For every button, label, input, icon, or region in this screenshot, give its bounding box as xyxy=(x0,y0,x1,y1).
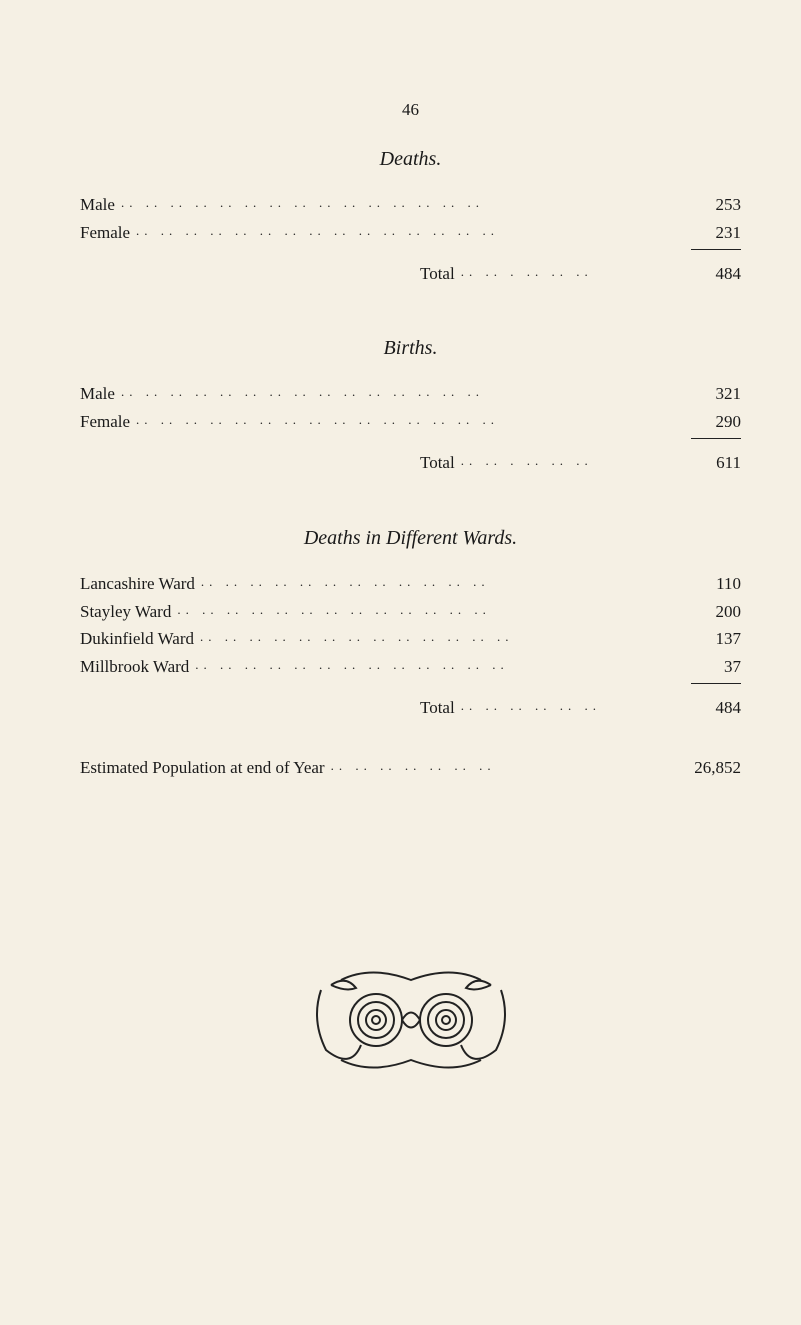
row-value: 200 xyxy=(681,600,741,624)
wards-row-stayley: Stayley Ward .. .. .. .. .. .. .. .. .. … xyxy=(80,600,741,624)
deaths-row-female: Female .. .. .. .. .. .. .. .. .. .. .. … xyxy=(80,221,741,245)
estimated-population-row: Estimated Population at end of Year .. .… xyxy=(80,756,741,780)
wards-total-row: Total .. .. .. .. .. .. 484 xyxy=(80,696,741,720)
total-value: 484 xyxy=(681,696,741,720)
total-value: 484 xyxy=(681,262,741,286)
leader-dots: .. .. .. .. .. .. .. .. .. .. .. .. .. xyxy=(177,601,675,619)
wards-row-dukinfield: Dukinfield Ward .. .. .. .. .. .. .. .. … xyxy=(80,627,741,651)
row-value: 110 xyxy=(681,572,741,596)
row-value: 290 xyxy=(681,410,741,434)
row-value: 37 xyxy=(681,655,741,679)
row-label: Dukinfield Ward xyxy=(80,627,194,651)
deaths-total-row: Total .. .. . .. .. .. 484 xyxy=(80,262,741,286)
leader-dots: .. .. .. .. .. .. .. .. .. .. .. .. .. xyxy=(195,656,675,674)
births-row-female: Female .. .. .. .. .. .. .. .. .. .. .. … xyxy=(80,410,741,434)
total-label: Total xyxy=(420,451,455,475)
row-label: Lancashire Ward xyxy=(80,572,195,596)
births-total-row: Total .. .. . .. .. .. 611 xyxy=(80,451,741,475)
row-value: 26,852 xyxy=(681,756,741,780)
row-label: Female xyxy=(80,410,130,434)
leader-dots: .. .. .. .. .. .. .. xyxy=(331,757,675,775)
row-label: Estimated Population at end of Year xyxy=(80,756,325,780)
row-label: Female xyxy=(80,221,130,245)
divider-rule xyxy=(691,683,741,684)
document-page: 46 Deaths. Male .. .. .. .. .. .. .. .. … xyxy=(0,0,801,1085)
wards-section-title: Deaths in Different Wards. xyxy=(80,527,741,550)
total-label: Total xyxy=(420,262,455,286)
leader-dots: .. .. .. .. .. .. .. .. .. .. .. .. xyxy=(201,573,675,591)
leader-dots: .. .. . .. .. .. xyxy=(461,263,675,281)
decorative-ornament-icon xyxy=(80,960,741,1085)
births-section-title: Births. xyxy=(80,337,741,360)
births-row-male: Male .. .. .. .. .. .. .. .. .. .. .. ..… xyxy=(80,382,741,406)
wards-row-millbrook: Millbrook Ward .. .. .. .. .. .. .. .. .… xyxy=(80,655,741,679)
wards-row-lancashire: Lancashire Ward .. .. .. .. .. .. .. .. … xyxy=(80,572,741,596)
leader-dots: .. .. . .. .. .. xyxy=(461,452,675,470)
row-value: 253 xyxy=(681,193,741,217)
page-number: 46 xyxy=(80,100,741,120)
row-label: Millbrook Ward xyxy=(80,655,189,679)
leader-dots: .. .. .. .. .. .. xyxy=(461,697,675,715)
leader-dots: .. .. .. .. .. .. .. .. .. .. .. .. .. .… xyxy=(136,411,675,429)
total-value: 611 xyxy=(681,451,741,475)
deaths-section-title: Deaths. xyxy=(80,148,741,171)
leader-dots: .. .. .. .. .. .. .. .. .. .. .. .. .. xyxy=(200,628,675,646)
row-label: Male xyxy=(80,193,115,217)
leader-dots: .. .. .. .. .. .. .. .. .. .. .. .. .. .… xyxy=(136,222,675,240)
leader-dots: .. .. .. .. .. .. .. .. .. .. .. .. .. .… xyxy=(121,194,675,212)
row-value: 321 xyxy=(681,382,741,406)
leader-dots: .. .. .. .. .. .. .. .. .. .. .. .. .. .… xyxy=(121,383,675,401)
divider-rule xyxy=(691,249,741,250)
row-label: Stayley Ward xyxy=(80,600,171,624)
divider-rule xyxy=(691,438,741,439)
row-value: 137 xyxy=(681,627,741,651)
row-value: 231 xyxy=(681,221,741,245)
total-label: Total xyxy=(420,696,455,720)
deaths-row-male: Male .. .. .. .. .. .. .. .. .. .. .. ..… xyxy=(80,193,741,217)
row-label: Male xyxy=(80,382,115,406)
